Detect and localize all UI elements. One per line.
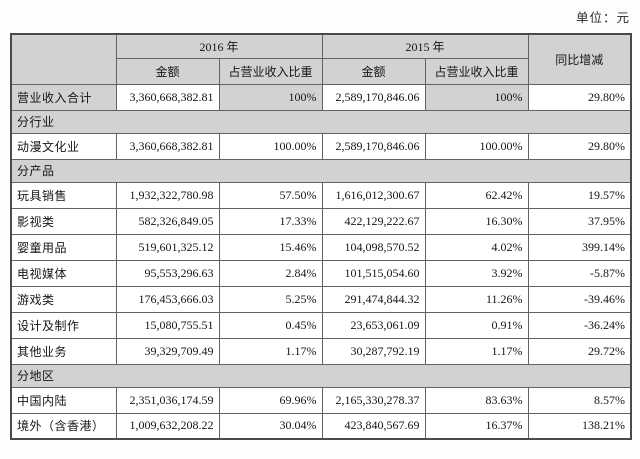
- share-2016-header: 占营业收入比重: [218, 57, 323, 85]
- row-label: 玩具销售: [10, 181, 117, 209]
- row-label: 境外（含香港）: [10, 412, 117, 440]
- share-2016-cell: 5.25%: [218, 285, 323, 313]
- amount-2016-cell: 3,360,668,382.81: [115, 132, 220, 160]
- year-2016-header: 2016 年: [115, 33, 323, 59]
- year-2015-header: 2015 年: [321, 33, 529, 59]
- amount-2016-cell: 176,453,666.03: [115, 285, 220, 313]
- table-row: 境外（含香港） 1,009,632,208.22 30.04% 423,840,567…: [10, 412, 632, 440]
- table-header: 2016 年 2015 年 同比增减 金额 占营业收入比重 金额 占营业收入比重: [10, 33, 632, 85]
- revenue-breakdown-table: 2016 年 2015 年 同比增减 金额 占营业收入比重 金额 占营业收入比重…: [10, 33, 633, 440]
- table-row: 动漫文化业 3,360,668,382.81 100.00% 2,589,170,84…: [10, 132, 632, 160]
- amount-2016-header: 金额: [115, 57, 220, 85]
- unit-label: 单位：元: [575, 11, 630, 25]
- share-2015-cell: 0.91%: [424, 311, 529, 339]
- amount-2016-cell: 95,553,296.63: [115, 259, 220, 287]
- row-label: 婴童用品: [10, 233, 117, 261]
- share-2016-cell: 100.00%: [218, 132, 323, 160]
- table-row: 电视媒体 95,553,296.63 2.84% 101,515,054.60 3.92…: [10, 259, 632, 287]
- table-row: 游戏类 176,453,666.03 5.25% 291,474,844.32 11.2…: [10, 285, 632, 313]
- table-row: 玩具销售 1,932,322,780.98 57.50% 1,616,012,300.…: [10, 181, 632, 209]
- amount-2015-cell: 291,474,844.32: [321, 285, 426, 313]
- amount-2016-cell: 1,932,322,780.98: [115, 181, 220, 209]
- yoy-change-cell: 29.80%: [527, 83, 632, 111]
- row-label: 影视类: [10, 207, 117, 235]
- amount-2015-cell: 422,129,222.67: [321, 207, 426, 235]
- row-label: 动漫文化业: [10, 132, 117, 160]
- amount-2015-cell: 30,287,792.19: [321, 337, 426, 365]
- share-2016-cell: 17.33%: [218, 207, 323, 235]
- share-2015-cell: 83.63%: [424, 386, 529, 414]
- share-2016-cell: 30.04%: [218, 412, 323, 440]
- share-2015-cell: 100.00%: [424, 132, 529, 160]
- table-body: 营业收入合计 3,360,668,382.81 100% 2,589,170,846.…: [10, 83, 632, 440]
- row-label: 电视媒体: [10, 259, 117, 287]
- amount-2015-cell: 423,840,567.69: [321, 412, 426, 440]
- section-row: 分产品: [10, 158, 632, 183]
- row-label: 其他业务: [10, 337, 117, 365]
- yoy-change-cell: -5.87%: [527, 259, 632, 287]
- amount-2015-cell: 101,515,054.60: [321, 259, 426, 287]
- share-2015-cell: 4.02%: [424, 233, 529, 261]
- share-2016-cell: 69.96%: [218, 386, 323, 414]
- amount-2016-cell: 39,329,709.49: [115, 337, 220, 365]
- share-2015-cell: 16.37%: [424, 412, 529, 440]
- share-2015-cell: 3.92%: [424, 259, 529, 287]
- yoy-change-cell: 37.95%: [527, 207, 632, 235]
- row-label: 营业收入合计: [10, 83, 117, 111]
- share-2015-cell: 1.17%: [424, 337, 529, 365]
- amount-2016-cell: 3,360,668,382.81: [115, 83, 220, 111]
- section-label: 分行业: [10, 109, 632, 134]
- amount-2016-cell: 15,080,755.51: [115, 311, 220, 339]
- share-2015-header: 占营业收入比重: [424, 57, 529, 85]
- share-2015-cell: 11.26%: [424, 285, 529, 313]
- yoy-change-cell: 19.57%: [527, 181, 632, 209]
- table-row: 其他业务 39,329,709.49 1.17% 30,287,792.19 1.17%…: [10, 337, 632, 365]
- amount-2015-cell: 104,098,570.52: [321, 233, 426, 261]
- amount-2015-header: 金额: [321, 57, 426, 85]
- amount-2016-cell: 1,009,632,208.22: [115, 412, 220, 440]
- amount-2016-cell: 582,326,849.05: [115, 207, 220, 235]
- yoy-change-cell: 138.21%: [527, 412, 632, 440]
- table-row: 中国内陆 2,351,036,174.59 69.96% 2,165,330,278.…: [10, 386, 632, 414]
- section-row: 分地区: [10, 363, 632, 388]
- share-2016-cell: 57.50%: [218, 181, 323, 209]
- table-row: 婴童用品 519,601,325.12 15.46% 104,098,570.52 4.…: [10, 233, 632, 261]
- table-row: 设计及制作 15,080,755.51 0.45% 23,653,061.09 0.91…: [10, 311, 632, 339]
- share-2015-cell: 100%: [424, 83, 529, 111]
- amount-2015-cell: 2,589,170,846.06: [321, 83, 426, 111]
- share-2016-cell: 15.46%: [218, 233, 323, 261]
- share-2016-cell: 100%: [218, 83, 323, 111]
- header-group-row: 2016 年 2015 年 同比增减: [10, 33, 632, 85]
- yoy-change-cell: 399.14%: [527, 233, 632, 261]
- amount-2016-cell: 2,351,036,174.59: [115, 386, 220, 414]
- yoy-change-cell: 29.80%: [527, 132, 632, 160]
- share-2016-cell: 0.45%: [218, 311, 323, 339]
- share-2016-cell: 2.84%: [218, 259, 323, 287]
- table-row: 影视类 582,326,849.05 17.33% 422,129,222.67 16.…: [10, 207, 632, 235]
- amount-2015-cell: 1,616,012,300.67: [321, 181, 426, 209]
- yoy-change-cell: 29.72%: [527, 337, 632, 365]
- section-label: 分地区: [10, 363, 632, 388]
- section-row: 分行业: [10, 109, 632, 134]
- header-sub-row: 金额 占营业收入比重 金额 占营业收入比重: [11, 57, 631, 85]
- row-label: 游戏类: [10, 285, 117, 313]
- corner-cell: [10, 33, 117, 85]
- amount-2015-cell: 2,165,330,278.37: [321, 386, 426, 414]
- yoy-change-header: 同比增减: [527, 33, 632, 85]
- row-label: 中国内陆: [10, 386, 117, 414]
- row-label: 设计及制作: [10, 311, 117, 339]
- share-2015-cell: 62.42%: [424, 181, 529, 209]
- yoy-change-cell: -36.24%: [527, 311, 632, 339]
- amount-2015-cell: 2,589,170,846.06: [321, 132, 426, 160]
- section-label: 分产品: [10, 158, 632, 183]
- share-2016-cell: 1.17%: [218, 337, 323, 365]
- share-2015-cell: 16.30%: [424, 207, 529, 235]
- yoy-change-cell: -39.46%: [527, 285, 632, 313]
- yoy-change-cell: 8.57%: [527, 386, 632, 414]
- table-row: 营业收入合计 3,360,668,382.81 100% 2,589,170,846.…: [10, 83, 632, 111]
- amount-2016-cell: 519,601,325.12: [115, 233, 220, 261]
- amount-2015-cell: 23,653,061.09: [321, 311, 426, 339]
